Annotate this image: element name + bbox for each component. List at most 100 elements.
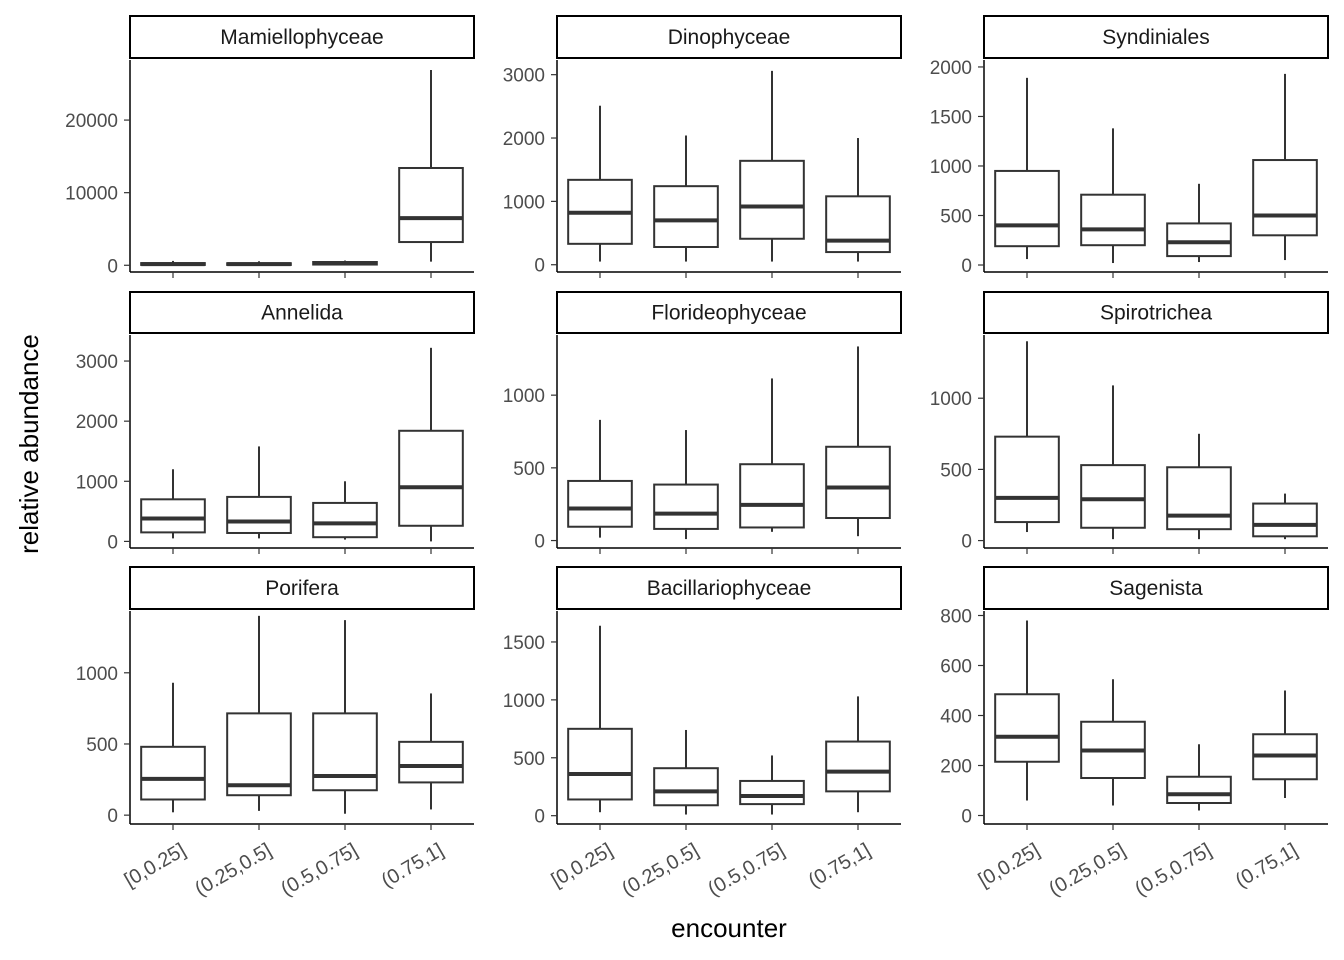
y-tick-label: 500: [513, 459, 545, 480]
iqr-box: [312, 501, 378, 539]
boxplot-box: [567, 625, 633, 813]
boxplot-box: [1080, 679, 1146, 806]
boxplot-box: [739, 755, 805, 815]
y-tick-label: 20000: [65, 111, 118, 132]
x-tick-label: (0.75,1]: [805, 839, 875, 892]
boxplot-box: [312, 620, 378, 814]
y-tick-label: 1000: [930, 389, 972, 410]
facet-title: Mamiellophyceae: [220, 26, 383, 49]
y-tick-label: 0: [107, 806, 118, 827]
x-tick-label: [0,0.25]: [975, 839, 1044, 891]
iqr-box: [226, 495, 292, 534]
x-tick-label: (0.5,0.75]: [704, 839, 788, 900]
boxplot-box: [653, 430, 719, 540]
iqr-box: [140, 498, 206, 534]
iqr-box: [398, 429, 464, 527]
y-tick-label: 0: [534, 256, 545, 277]
boxplot-box: [567, 105, 633, 262]
boxplot-box: [140, 260, 206, 267]
y-tick-label: 1000: [76, 472, 118, 493]
boxplot-box: [825, 346, 891, 537]
iqr-box: [1252, 159, 1318, 237]
facet-strip: [983, 566, 1329, 610]
boxplot-box: [398, 69, 464, 262]
boxplot-box: [1252, 73, 1318, 261]
facet-strip: [556, 566, 902, 610]
facet-strip: [129, 566, 475, 610]
facet-panels: Mamiellophyceae01000020000Dinophyceae010…: [65, 15, 1329, 901]
boxplot-box: [1252, 690, 1318, 798]
y-tick-label: 1500: [503, 633, 545, 654]
boxplot-box: [140, 469, 206, 539]
y-tick-label: 500: [940, 460, 972, 481]
iqr-box: [739, 463, 805, 529]
iqr-box: [994, 693, 1060, 763]
facet-panel: Dinophyceae 0 1000 2000 3000: [503, 15, 902, 278]
x-tick-label: (0.25,0.5]: [1045, 839, 1129, 900]
y-tick-label: 1000: [930, 157, 972, 178]
y-tick-label: 400: [940, 707, 972, 728]
boxplot-box: [653, 729, 719, 815]
facet-strip: [556, 291, 902, 334]
iqr-box: [653, 483, 719, 530]
boxplot-box: [1166, 744, 1232, 811]
facet-strip: [556, 15, 902, 59]
y-tick-label: 0: [534, 807, 545, 828]
y-tick-label: 0: [534, 532, 545, 553]
facet-title: Spirotrichea: [1100, 302, 1212, 325]
y-tick-label: 1000: [503, 691, 545, 712]
facet-strip: [983, 291, 1329, 334]
facet-strip: [129, 15, 475, 59]
boxplot-box: [825, 138, 891, 262]
iqr-box: [567, 479, 633, 528]
y-tick-label: 2000: [503, 129, 545, 150]
boxplot-box: [140, 682, 206, 813]
y-tick-label: 500: [940, 206, 972, 227]
y-axis-title: relative abundance: [14, 334, 44, 554]
y-tick-label: 0: [961, 807, 972, 828]
boxplot-box: [398, 347, 464, 542]
boxplot-box: [226, 615, 292, 811]
x-tick-label: [0,0.25]: [121, 839, 190, 891]
y-tick-label: 0: [961, 532, 972, 553]
boxplot-box: [994, 77, 1060, 260]
iqr-box: [1166, 222, 1232, 258]
iqr-box: [398, 166, 464, 244]
y-tick-label: 3000: [76, 352, 118, 373]
boxplot-box: [739, 378, 805, 532]
facet-panel: Florideophyceae 0 500 1000: [503, 291, 902, 554]
iqr-box: [994, 435, 1060, 524]
facet-title: Dinophyceae: [668, 26, 791, 49]
y-tick-label: 2000: [930, 58, 972, 79]
iqr-box: [312, 712, 378, 792]
y-tick-label: 0: [961, 256, 972, 277]
y-tick-label: 200: [940, 757, 972, 778]
y-tick-label: 1000: [76, 664, 118, 685]
x-tick-label: (0.25,0.5]: [618, 839, 702, 900]
boxplot-box: [226, 446, 292, 539]
facet-title: Syndiniales: [1102, 26, 1209, 49]
boxplot-box: [825, 696, 891, 813]
y-tick-label: 500: [513, 749, 545, 770]
iqr-box: [739, 779, 805, 806]
x-tick-label: (0.75,1]: [378, 839, 448, 892]
iqr-box: [398, 740, 464, 784]
boxplot-box: [1166, 433, 1232, 540]
iqr-box: [1166, 775, 1232, 804]
x-tick-label: (0.25,0.5]: [191, 839, 275, 900]
facet-title: Bacillariophyceae: [647, 577, 812, 600]
facet-title: Sagenista: [1109, 577, 1203, 600]
facet-panel: Syndiniales 0 500 1000 1500 2000: [930, 15, 1329, 278]
facet-strip: [129, 291, 475, 334]
boxplot-box: [567, 419, 633, 538]
boxplot-box: [312, 260, 378, 266]
iqr-box: [1080, 193, 1146, 247]
facet-panel: Spirotrichea 0 500 1000: [930, 291, 1329, 554]
iqr-box: [1166, 466, 1232, 531]
boxplot-box: [398, 693, 464, 810]
iqr-box: [825, 195, 891, 254]
y-tick-label: 1500: [930, 107, 972, 128]
boxplot-box: [1080, 128, 1146, 264]
y-tick-label: 3000: [503, 66, 545, 87]
iqr-box: [1080, 464, 1146, 529]
